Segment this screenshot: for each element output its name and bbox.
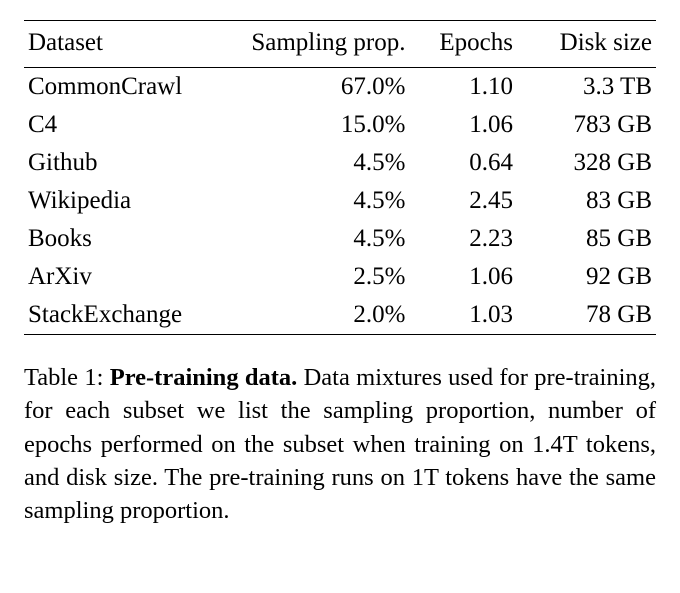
cell-sampling: 4.5%	[239, 182, 410, 220]
caption-label: Table 1:	[24, 364, 103, 391]
col-header-disk: Disk size	[517, 21, 656, 68]
caption-title: Pre-training data.	[110, 364, 298, 391]
cell-disk: 3.3 TB	[517, 68, 656, 107]
cell-epochs: 1.06	[410, 106, 517, 144]
cell-sampling: 67.0%	[239, 68, 410, 107]
cell-sampling: 2.0%	[239, 296, 410, 335]
cell-sampling: 2.5%	[239, 258, 410, 296]
col-header-dataset: Dataset	[24, 21, 239, 68]
table-row: CommonCrawl 67.0% 1.10 3.3 TB	[24, 68, 656, 107]
table-caption: Table 1: Pre-training data. Data mixture…	[24, 361, 656, 528]
table-row: Wikipedia 4.5% 2.45 83 GB	[24, 182, 656, 220]
cell-sampling: 15.0%	[239, 106, 410, 144]
cell-dataset: CommonCrawl	[24, 68, 239, 107]
table-header-row: Dataset Sampling prop. Epochs Disk size	[24, 21, 656, 68]
cell-disk: 83 GB	[517, 182, 656, 220]
cell-epochs: 1.06	[410, 258, 517, 296]
col-header-epochs: Epochs	[410, 21, 517, 68]
table-row: Github 4.5% 0.64 328 GB	[24, 144, 656, 182]
cell-disk: 328 GB	[517, 144, 656, 182]
cell-dataset: Wikipedia	[24, 182, 239, 220]
cell-disk: 783 GB	[517, 106, 656, 144]
table-body: CommonCrawl 67.0% 1.10 3.3 TB C4 15.0% 1…	[24, 68, 656, 335]
table-row: ArXiv 2.5% 1.06 92 GB	[24, 258, 656, 296]
cell-disk: 78 GB	[517, 296, 656, 335]
col-header-sampling: Sampling prop.	[239, 21, 410, 68]
cell-epochs: 1.10	[410, 68, 517, 107]
cell-sampling: 4.5%	[239, 220, 410, 258]
table-row: C4 15.0% 1.06 783 GB	[24, 106, 656, 144]
cell-dataset: Github	[24, 144, 239, 182]
pretraining-data-table: Dataset Sampling prop. Epochs Disk size …	[24, 20, 656, 335]
cell-dataset: Books	[24, 220, 239, 258]
cell-dataset: StackExchange	[24, 296, 239, 335]
cell-dataset: C4	[24, 106, 239, 144]
cell-disk: 85 GB	[517, 220, 656, 258]
cell-epochs: 2.23	[410, 220, 517, 258]
table-row: Books 4.5% 2.23 85 GB	[24, 220, 656, 258]
cell-epochs: 2.45	[410, 182, 517, 220]
cell-epochs: 1.03	[410, 296, 517, 335]
cell-dataset: ArXiv	[24, 258, 239, 296]
cell-sampling: 4.5%	[239, 144, 410, 182]
table-row: StackExchange 2.0% 1.03 78 GB	[24, 296, 656, 335]
cell-epochs: 0.64	[410, 144, 517, 182]
cell-disk: 92 GB	[517, 258, 656, 296]
